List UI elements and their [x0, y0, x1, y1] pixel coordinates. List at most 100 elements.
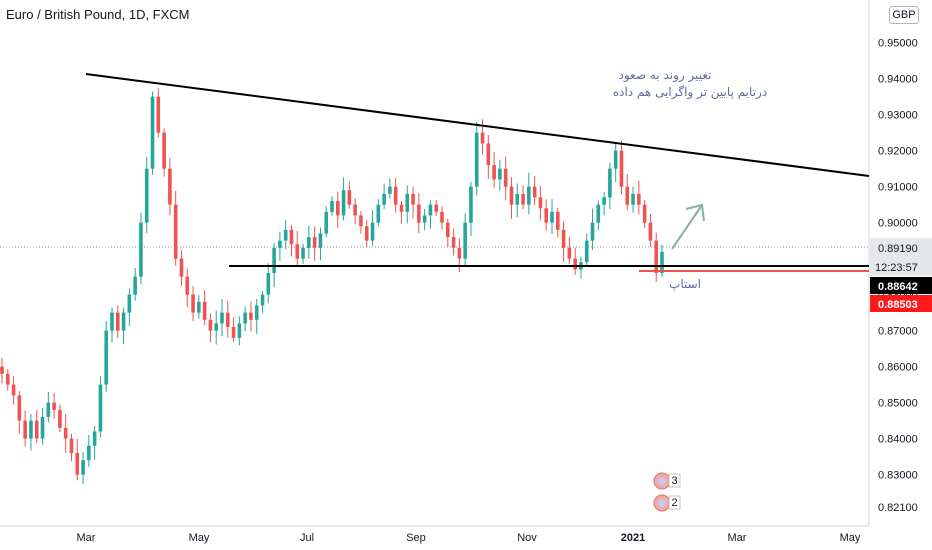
candle-body	[98, 384, 103, 432]
annotation-divergence[interactable]: درتایم پایین تر واگرایی هم داده	[613, 85, 767, 100]
y-tick-label: 0.85000	[878, 398, 918, 410]
candle-body	[469, 186, 473, 223]
candle-body	[249, 312, 253, 320]
candle-body	[34, 420, 39, 439]
candle-body	[81, 460, 85, 475]
candle-body	[515, 193, 520, 205]
candle-body	[532, 186, 537, 198]
candle-body	[596, 204, 601, 223]
candle-body	[17, 395, 22, 421]
candle-body	[324, 211, 329, 234]
candle-body	[58, 409, 62, 428]
candle-body	[121, 312, 126, 331]
candle-body	[312, 237, 317, 248]
candle-body	[197, 301, 201, 313]
annotation-trend-change[interactable]: تغییر روند به صعود	[619, 68, 712, 83]
support-price-label: 0.88642	[870, 277, 932, 294]
y-tick-label: 0.82100	[878, 502, 918, 514]
candle-body	[266, 273, 271, 295]
candle-body	[544, 208, 549, 223]
candle-body	[411, 193, 415, 205]
candle-body	[382, 193, 386, 205]
candle-body	[648, 222, 653, 241]
x-tick-label: Mar	[728, 532, 747, 544]
up-arrow[interactable]	[671, 203, 705, 250]
candle-body	[23, 420, 27, 439]
candle-body	[40, 417, 45, 439]
candle-body	[63, 427, 68, 439]
candle-body	[376, 204, 381, 223]
candle-body	[110, 312, 114, 331]
candle-body	[353, 204, 357, 216]
candle-body	[521, 193, 525, 205]
event-badge-1[interactable]: 3	[653, 472, 681, 490]
candle-body	[347, 190, 352, 205]
candle-body	[168, 168, 172, 205]
y-tick-label: 0.91000	[878, 182, 918, 194]
event-badge-2-count: 2	[671, 497, 677, 509]
candle-body	[608, 168, 612, 198]
currency-badge[interactable]: GBP	[889, 6, 919, 24]
candle-body	[555, 211, 560, 230]
candle-body	[144, 168, 149, 223]
y-tick-label: 0.94000	[878, 74, 918, 86]
candle-body	[214, 323, 219, 331]
candle-body	[283, 229, 288, 241]
y-tick-label: 0.93000	[878, 110, 918, 122]
candle-body	[573, 258, 577, 270]
candle-body	[254, 305, 259, 320]
candle-body	[335, 201, 340, 216]
support-price-value: 0.88642	[878, 281, 918, 293]
candle-body	[133, 276, 137, 295]
candle-body	[370, 222, 375, 241]
candle-body	[417, 204, 421, 223]
time-axis[interactable]: Mar May Jul Sep Nov 2021 Mar May	[77, 532, 861, 544]
candle-body	[642, 204, 647, 223]
candle-body	[260, 294, 265, 306]
annotation-stop[interactable]: استاپ	[669, 277, 701, 291]
candle-body	[272, 247, 276, 274]
candle-body	[127, 294, 132, 313]
x-tick-label: May	[189, 532, 210, 544]
current-price-label: 0.89190 12:23:57	[870, 238, 932, 276]
candle-body	[301, 247, 305, 259]
candle-body	[584, 240, 589, 263]
y-tick-label: 0.83000	[878, 470, 918, 482]
candle-body	[330, 201, 334, 212]
candle-body	[538, 197, 543, 209]
event-badge-1-count: 3	[671, 475, 677, 487]
candle-body	[115, 312, 120, 331]
candle-body	[225, 312, 230, 328]
candle-body	[237, 323, 242, 338]
x-tick-label: 2021	[621, 532, 645, 544]
candle-body	[52, 402, 56, 410]
candle-body	[590, 222, 595, 241]
event-badge-2[interactable]: 2	[653, 494, 681, 512]
candle-body	[0, 366, 4, 374]
candle-body	[660, 251, 664, 274]
resistance-trendline[interactable]	[85, 73, 870, 177]
candle-body	[5, 373, 10, 385]
candle-body	[457, 247, 462, 259]
x-tick-label: Mar	[77, 532, 96, 544]
candle-body	[341, 190, 346, 216]
candle-body	[503, 168, 508, 187]
candle-body	[388, 186, 392, 194]
candle-body	[451, 237, 456, 248]
x-tick-label: May	[840, 532, 861, 544]
candle-body	[185, 276, 190, 295]
candle-body	[613, 150, 618, 169]
candle-body	[139, 222, 143, 277]
candle-body	[231, 327, 236, 338]
candle-body	[399, 204, 404, 212]
candle-body	[162, 132, 166, 169]
candle-body	[445, 222, 450, 238]
candle-body	[405, 193, 410, 212]
y-tick-label: 0.84000	[878, 434, 918, 446]
y-tick-label: 0.87000	[878, 326, 918, 338]
candle-body	[75, 453, 80, 475]
candle-body	[631, 193, 635, 205]
candle-body	[173, 204, 178, 259]
candle-body	[289, 229, 294, 245]
